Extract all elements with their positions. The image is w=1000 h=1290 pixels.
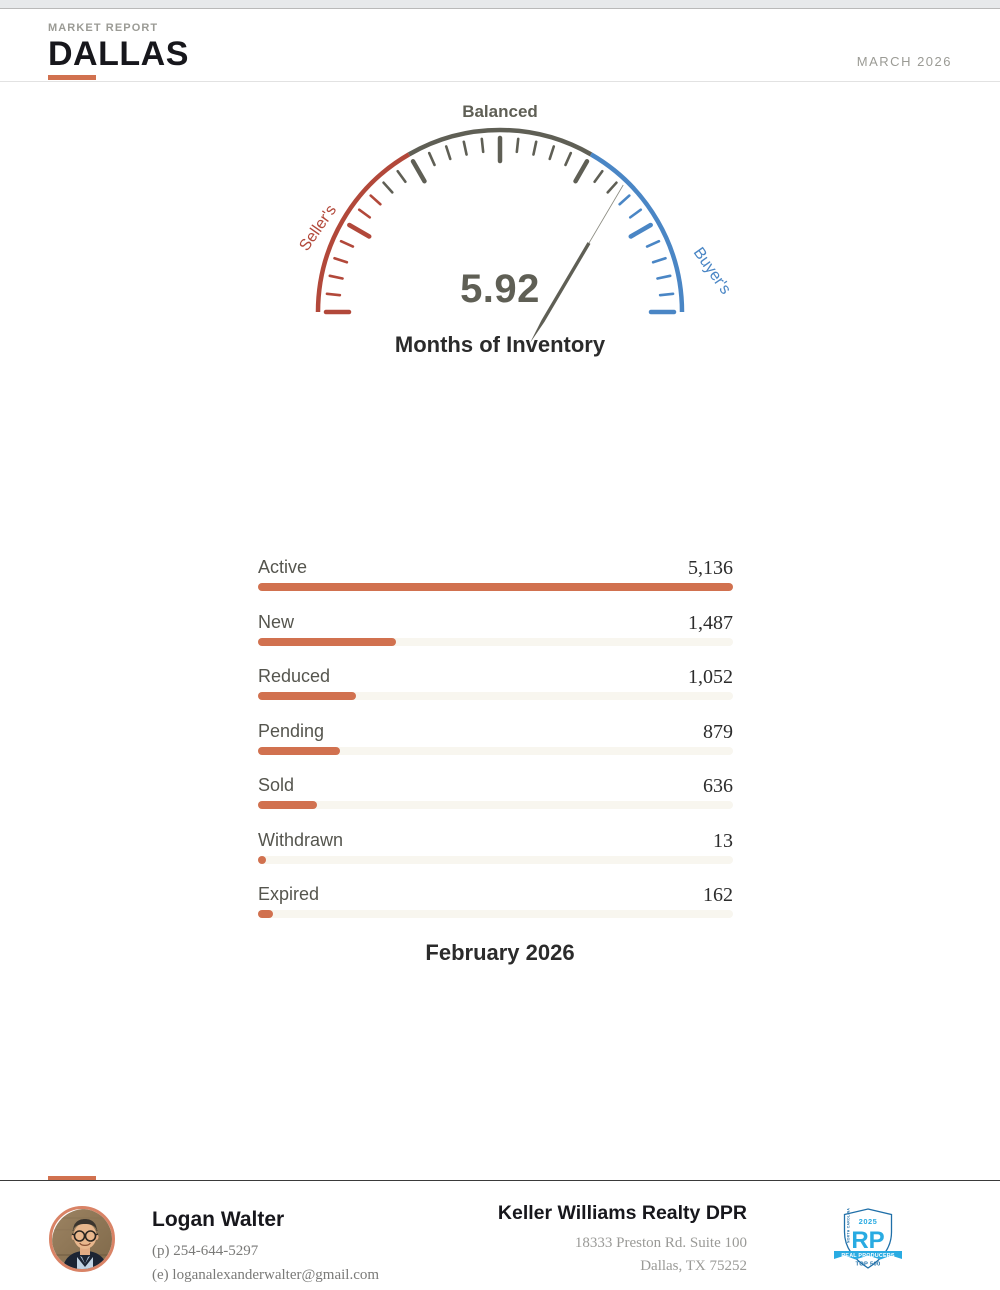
svg-text:RP: RP xyxy=(851,1227,884,1254)
svg-text:2025: 2025 xyxy=(859,1217,878,1226)
svg-text:TOP 500: TOP 500 xyxy=(855,1262,880,1268)
svg-text:NORTH CAROLINA: NORTH CAROLINA xyxy=(847,1208,851,1243)
svg-text:Seller's: Seller's xyxy=(296,202,340,254)
svg-text:Balanced: Balanced xyxy=(462,102,538,121)
svg-text:REAL PRODUCERS: REAL PRODUCERS xyxy=(841,1253,895,1259)
